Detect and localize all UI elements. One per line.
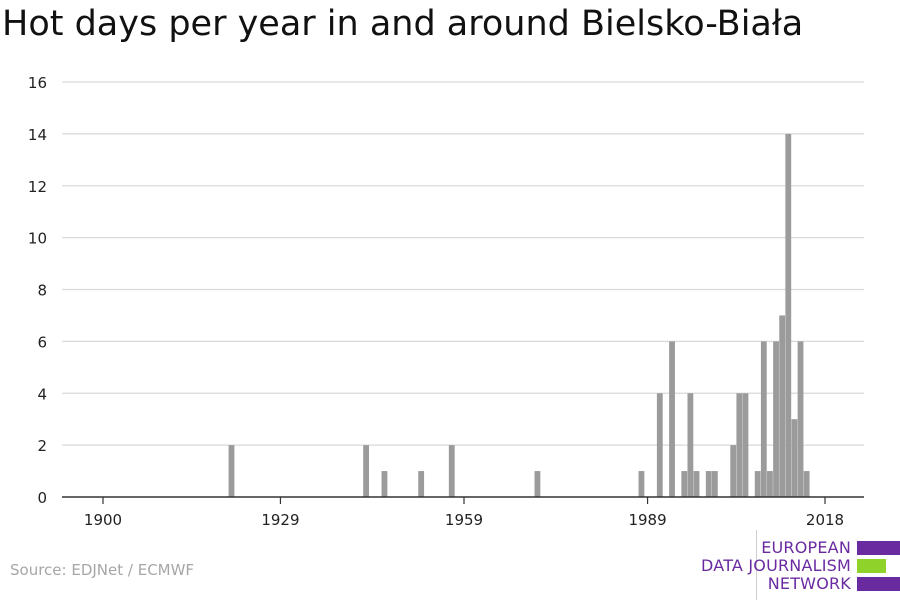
y-tick-label: 0: [37, 489, 47, 507]
bar: [754, 471, 761, 497]
bar: [736, 393, 743, 497]
bar: [534, 471, 541, 497]
bar: [638, 471, 645, 497]
bar: [669, 341, 675, 497]
x-tick-label: 2018: [806, 511, 844, 529]
source-note: Source: EDJNet / ECMWF: [10, 561, 195, 579]
bar: [773, 341, 779, 497]
x-tick-label: 1900: [84, 511, 122, 529]
bar: [228, 445, 235, 497]
logo-bar-green: [857, 559, 886, 573]
y-tick-label: 4: [37, 385, 47, 403]
y-axis-ticks: 0 2 4 6 8 10 12 14 16: [28, 74, 47, 507]
bar: [797, 341, 804, 497]
bar: [687, 393, 694, 497]
bar: [785, 133, 792, 497]
bar: [418, 471, 425, 497]
y-tick-label: 16: [28, 74, 47, 92]
chart-title: Hot days per year in and around Bielsko-…: [2, 4, 804, 44]
y-tick-label: 6: [37, 333, 47, 351]
bar-chart: 0 2 4 6 8 10 12 14 16 1900 1929 1959 1989 2018: [28, 74, 864, 529]
x-tick-label: 1959: [445, 511, 483, 529]
bar: [381, 471, 388, 497]
logo-text-data-journalism: DATA JOURNALISM: [701, 556, 851, 575]
bar: [742, 393, 749, 497]
x-tick-label: 1929: [261, 511, 299, 529]
logo-divider: [756, 530, 757, 600]
bar: [779, 315, 786, 497]
logo-bar-purple-top: [857, 541, 900, 555]
bar: [803, 471, 810, 497]
x-axis-ticks: 1900 1929 1959 1989 2018: [84, 497, 844, 529]
bar: [705, 471, 712, 497]
bar: [656, 393, 663, 497]
bar: [363, 445, 370, 497]
bar: [767, 471, 773, 497]
x-tick-label: 1989: [628, 511, 666, 529]
bar: [711, 471, 718, 497]
y-tick-label: 12: [28, 178, 47, 196]
bar: [693, 471, 700, 497]
bar: [760, 341, 767, 497]
bar: [791, 419, 798, 497]
gridlines: [62, 81, 864, 446]
bar: [730, 445, 737, 497]
y-tick-label: 8: [37, 282, 47, 300]
y-tick-label: 10: [28, 230, 47, 248]
bars: [228, 133, 810, 497]
logo-bar-purple-bottom: [857, 577, 900, 591]
logo-text-network: NETWORK: [767, 574, 851, 593]
bar: [681, 471, 688, 497]
y-tick-label: 14: [28, 126, 47, 144]
bar: [448, 445, 455, 497]
logo-text-european: EUROPEAN: [761, 538, 851, 557]
edjnet-logo: EUROPEAN DATA JOURNALISM NETWORK: [700, 530, 900, 600]
y-tick-label: 2: [37, 437, 47, 455]
